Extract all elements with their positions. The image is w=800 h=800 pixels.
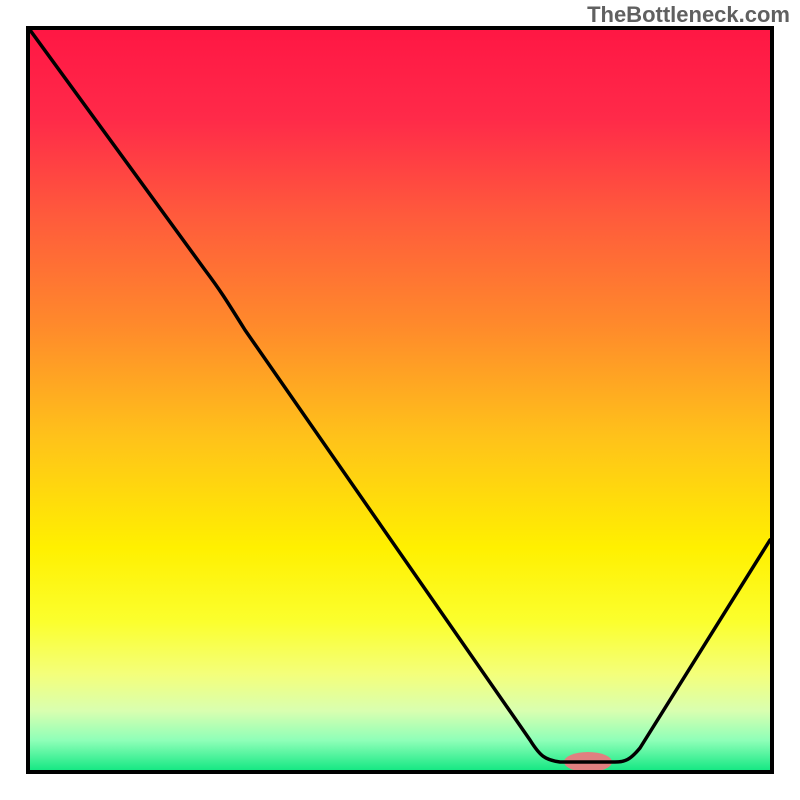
gradient-background — [30, 30, 770, 770]
bottleneck-chart — [0, 0, 800, 800]
chart-container: TheBottleneck.com — [0, 0, 800, 800]
watermark-text: TheBottleneck.com — [587, 2, 790, 28]
